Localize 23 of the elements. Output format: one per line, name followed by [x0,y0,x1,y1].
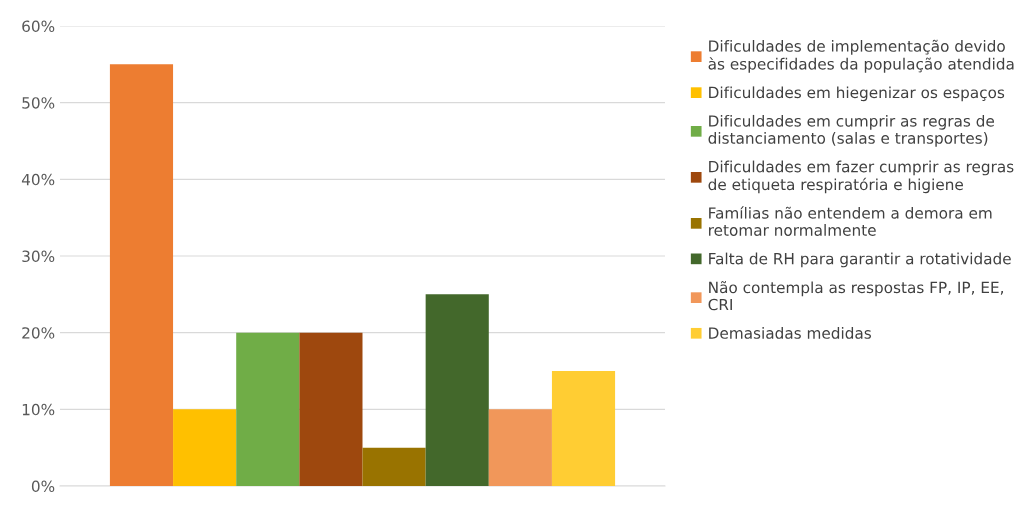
legend-label: Dificuldades de implementação devido às especifidades da população atendida [708,39,1014,73]
legend-label: Dificuldades em cumprir as regras de distanciamento (salas e transportes) [708,114,995,147]
legend-label: Falta de RH para garantir a rotatividade [709,252,1011,268]
legend-label: Demasiadas medidas [709,327,871,339]
bar [425,294,489,486]
bar [173,409,237,486]
bar [488,409,552,486]
y-tick-label: 40% [21,173,55,186]
y-tick-label: 20% [22,327,55,339]
bar [551,371,616,486]
y-tick-label: 10% [22,403,55,416]
legend-label: Não contempla as respostas FP, IP, EE, CRI [708,281,1003,311]
y-tick-label: 60% [22,20,55,33]
legend-label: Dificuldades em fazer cumprir as regras de etiqueta respiratória e higiene [708,160,1014,194]
bar [109,64,174,486]
y-tick-label: 0% [31,480,55,493]
legend-label: Famílias não entendem a demora em retomar normalmente [709,206,992,236]
y-tick-label: 50% [22,97,55,109]
bar [299,332,363,486]
legend-label: Dificuldades em hiegenizar os espaços [709,86,1005,102]
y-tick-label: 30% [22,250,55,263]
bar [236,332,300,486]
bar [362,447,426,486]
